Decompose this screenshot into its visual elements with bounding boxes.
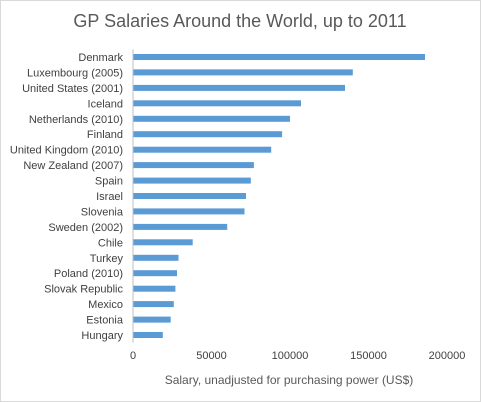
category-label-mexico: Mexico [88, 299, 123, 311]
bar-slovak-republic [133, 285, 176, 292]
category-labels: Denmark Luxembourg (2005) United States (2… [10, 52, 124, 342]
x-tick-150000: 150000 [350, 350, 387, 362]
bar-estonia [133, 316, 171, 323]
category-label-poland-2010: Poland (2010) [54, 268, 123, 280]
category-label-netherlands-2010: Netherlands (2010) [29, 114, 123, 126]
category-label-slovak-republic: Slovak Republic [44, 284, 123, 296]
chart-title: GP Salaries Around the World, up to 2011 [73, 11, 406, 31]
bar-denmark [133, 54, 425, 60]
x-tick-labels: 0 50000 100000 150000 200000 [130, 350, 465, 362]
bar-united-states-2001 [133, 84, 345, 91]
bar-chile [133, 239, 193, 246]
bar-turkey [133, 254, 179, 261]
category-label-iceland: Iceland [88, 98, 123, 110]
x-tick-0: 0 [130, 350, 136, 362]
bars-group [133, 54, 425, 338]
bar-luxembourg-2005 [133, 69, 353, 76]
category-label-estonia: Estonia [86, 315, 124, 327]
bar-new-zealand-2007 [133, 162, 254, 169]
bar-hungary [133, 332, 163, 338]
category-label-denmark: Denmark [78, 52, 123, 64]
category-label-chile: Chile [98, 237, 123, 249]
category-label-hungary: Hungary [81, 330, 123, 342]
x-tick-50000: 50000 [196, 350, 227, 362]
x-tick-200000: 200000 [429, 350, 466, 362]
category-label-finland: Finland [87, 129, 123, 141]
x-axis-title: Salary, unadjusted for purchasing power … [165, 373, 414, 387]
category-label-sweden-2002: Sweden (2002) [48, 222, 123, 234]
bar-iceland [133, 100, 301, 107]
category-label-israel: Israel [96, 191, 123, 203]
category-label-luxembourg-2005: Luxembourg (2005) [27, 67, 123, 79]
bar-slovenia [133, 208, 245, 215]
bar-united-kingdom-2010 [133, 146, 272, 153]
x-tick-100000: 100000 [272, 350, 309, 362]
category-label-slovenia: Slovenia [81, 206, 124, 218]
category-label-turkey: Turkey [90, 253, 124, 265]
bar-mexico [133, 301, 174, 308]
bar-spain [133, 177, 251, 184]
bar-netherlands-2010 [133, 115, 290, 122]
bar-poland-2010 [133, 270, 177, 277]
bar-finland [133, 131, 283, 138]
category-label-new-zealand-2007: New Zealand (2007) [23, 160, 123, 172]
category-label-united-states-2001: United States (2001) [22, 83, 123, 95]
bar-israel [133, 193, 246, 199]
category-label-spain: Spain [95, 176, 123, 188]
category-label-united-kingdom-2010: United Kingdom (2010) [10, 145, 123, 157]
bar-sweden-2002 [133, 223, 228, 230]
